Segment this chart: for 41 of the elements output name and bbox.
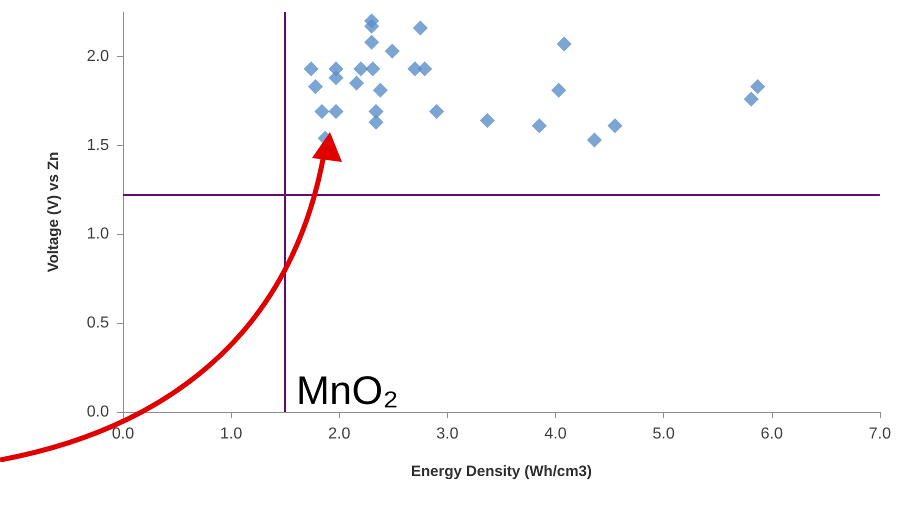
- point: [365, 61, 380, 76]
- y-tick-label: 0.5: [86, 314, 110, 332]
- point: [364, 18, 380, 34]
- point: [586, 132, 602, 148]
- point: [372, 82, 388, 98]
- point: [607, 118, 622, 134]
- point: [308, 79, 323, 94]
- x-tick-label: 1.0: [220, 426, 242, 442]
- point: [556, 36, 572, 52]
- y-tick-label: 2.0: [86, 48, 110, 65]
- y-tick-label: 1.5: [86, 136, 110, 154]
- point: [412, 20, 428, 36]
- point: [532, 118, 547, 134]
- y-axis-title: Voltage (V) vs Zn: [45, 152, 62, 272]
- x-tick-label: 6.0: [760, 426, 783, 442]
- point: [744, 92, 759, 107]
- x-tick-label: 0.0: [112, 426, 134, 442]
- point: [384, 44, 400, 59]
- x-tick-label: 4.0: [544, 426, 567, 442]
- y-tick-label: 0.0: [86, 404, 110, 420]
- point: [368, 104, 384, 120]
- x-tick-label: 7.0: [868, 426, 892, 442]
- point: [364, 34, 380, 50]
- point: [304, 61, 319, 76]
- point: [328, 104, 344, 120]
- y-tick-label: 1.0: [86, 226, 110, 243]
- x-axis-title: Energy Density (Wh/cm3): [411, 463, 592, 480]
- point: [314, 104, 330, 120]
- point: [368, 114, 384, 130]
- x-tick-label: 3.0: [436, 426, 459, 442]
- x-tick-label: 5.0: [652, 426, 675, 442]
- point: [429, 104, 444, 120]
- point: [349, 76, 364, 91]
- point: [407, 61, 422, 76]
- point: [480, 112, 495, 128]
- annotation: MnO₂: [296, 369, 398, 413]
- point: [328, 70, 344, 86]
- point: [353, 61, 368, 76]
- point: [750, 79, 766, 94]
- x-tick-label: 2.0: [328, 426, 350, 442]
- point: [551, 82, 566, 98]
